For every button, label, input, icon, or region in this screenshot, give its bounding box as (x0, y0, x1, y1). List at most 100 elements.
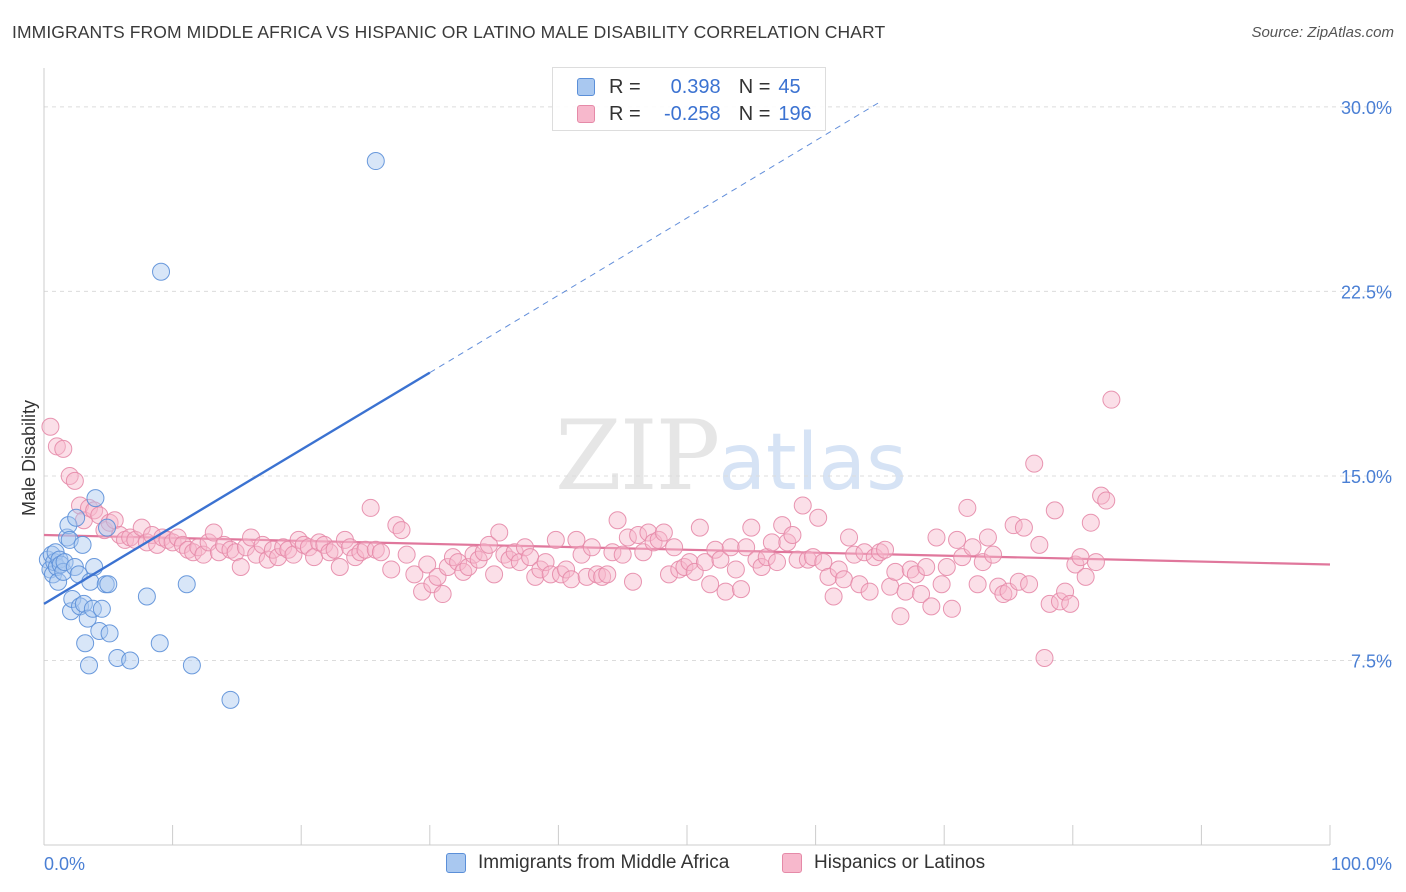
point-hispanics (405, 565, 424, 584)
point-hispanics (659, 565, 678, 584)
legend-swatch-middle-africa (577, 78, 595, 96)
grid-lines (44, 106, 1392, 661)
legend-label-middle-africa: Immigrants from Middle Africa (478, 852, 730, 873)
point-hispanics (294, 535, 313, 554)
point-hispanics (65, 471, 84, 490)
point-hispanics (721, 538, 740, 557)
points-hispanics (41, 390, 1121, 668)
point-hispanics (829, 560, 848, 579)
point-middle-africa (90, 621, 109, 640)
legend-n-label: N = (738, 75, 771, 98)
axes (43, 68, 1331, 846)
point-hispanics (1030, 535, 1049, 554)
point-hispanics (675, 557, 694, 576)
point-hispanics (629, 526, 648, 544)
point-hispanics (696, 553, 715, 572)
trendline-hispanics (43, 533, 1331, 566)
legend-row-middle-africa: R = 0.398 N = 45 (577, 75, 801, 99)
point-hispanics (690, 518, 709, 537)
point-hispanics (392, 521, 411, 540)
point-hispanics (819, 567, 838, 586)
point-hispanics (1050, 592, 1069, 611)
legend-swatch-hispanics (782, 853, 802, 873)
chart-title: IMMIGRANTS FROM MIDDLE AFRICA VS HISPANI… (12, 22, 886, 42)
point-hispanics (582, 538, 601, 557)
point-hispanics (906, 565, 925, 584)
point-hispanics (41, 417, 60, 436)
point-middle-africa (54, 562, 73, 581)
point-hispanics (1061, 594, 1080, 613)
point-hispanics (1025, 454, 1044, 473)
point-hispanics (762, 533, 781, 552)
legend-n-value: 45 (778, 75, 801, 98)
trend-hispanics (43, 533, 1331, 566)
point-hispanics (896, 582, 915, 601)
series-legend: Immigrants from Middle Africa Hispanics … (0, 852, 1406, 878)
point-hispanics (870, 543, 889, 562)
legend-n-value: 196 (778, 102, 812, 125)
point-hispanics (449, 553, 468, 572)
point-hispanics (221, 540, 240, 559)
point-hispanics (464, 545, 483, 564)
point-middle-africa (152, 262, 171, 281)
axis-labels: 7.5% 15.0% 22.5% 30.0% 0.0% 100.0% Male Disabi… (19, 98, 1392, 874)
point-hispanics (901, 560, 920, 579)
point-hispanics (613, 545, 632, 564)
point-hispanics (546, 530, 565, 549)
point-hispanics (1081, 513, 1100, 532)
point-hispanics (121, 528, 140, 547)
point-hispanics (495, 545, 514, 564)
legend-item-hispanics: Hispanics or Latinos (782, 852, 985, 874)
point-hispanics (515, 538, 534, 557)
point-hispanics (948, 530, 967, 549)
point-hispanics (258, 550, 277, 569)
point-hispanics (269, 548, 288, 567)
legend-r-value: 0.398 (670, 75, 721, 98)
point-hispanics (1014, 518, 1033, 537)
point-hispanics (413, 582, 432, 601)
point-hispanics (562, 570, 581, 589)
point-hispanics (572, 545, 591, 564)
trendline-extension-middle-africa (429, 101, 881, 374)
points-middle-africa (38, 152, 385, 709)
point-hispanics (840, 528, 859, 547)
point-middle-africa (221, 690, 240, 709)
point-hispanics (274, 538, 293, 557)
point-hispanics (994, 585, 1013, 604)
point-middle-africa (121, 651, 140, 670)
point-hispanics (654, 523, 673, 542)
point-hispanics (1071, 548, 1090, 567)
trend-middle-africa (43, 101, 881, 605)
watermark-zip: ZIP (555, 400, 720, 512)
y-tick-label: 22.5% (1341, 282, 1392, 302)
point-hispanics (433, 585, 452, 604)
point-middle-africa (366, 152, 385, 171)
point-hispanics (793, 496, 812, 515)
point-middle-africa (67, 508, 86, 527)
legend-swatch-middle-africa (446, 853, 466, 873)
legend-r-label: R = (609, 75, 641, 98)
legend-row-hispanics: R = -0.258 N = 196 (577, 102, 812, 126)
point-hispanics (479, 535, 498, 554)
point-hispanics (917, 557, 936, 576)
point-hispanics (485, 565, 504, 584)
point-hispanics (204, 523, 223, 542)
point-hispanics (54, 439, 73, 458)
point-hispanics (850, 575, 869, 594)
point-hispanics (623, 572, 642, 591)
x-tick-label: 0.0% (44, 854, 85, 874)
point-hispanics (330, 557, 349, 576)
legend-label-hispanics: Hispanics or Latinos (814, 852, 986, 873)
point-hispanics (551, 565, 570, 584)
point-hispanics (320, 543, 339, 562)
point-hispanics (361, 498, 380, 517)
point-middle-africa (63, 589, 82, 608)
source-label: Source: ZipAtlas.com (1251, 24, 1394, 41)
point-hispanics (603, 543, 622, 562)
point-hispanics (716, 582, 735, 601)
point-hispanics (366, 540, 385, 559)
point-hispanics (958, 498, 977, 517)
point-middle-africa (78, 609, 97, 628)
point-hispanics (927, 528, 946, 547)
point-hispanics (968, 575, 987, 594)
